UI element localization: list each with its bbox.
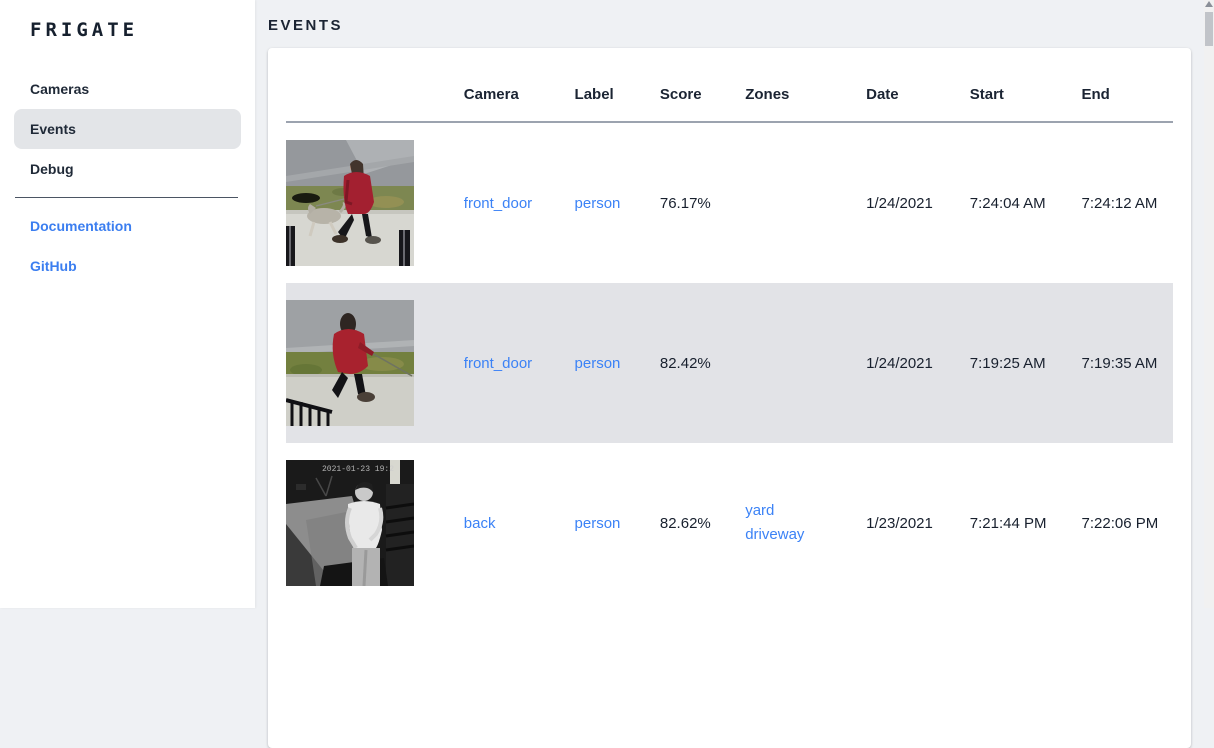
start-time-value: 7:24:04 AM <box>970 195 1046 212</box>
column-header-thumbnail <box>286 48 464 122</box>
column-header-date: Date <box>866 48 970 122</box>
column-header-start: Start <box>970 48 1082 122</box>
label-link[interactable]: person <box>575 195 621 212</box>
label-link[interactable]: person <box>575 355 621 372</box>
score-value: 82.42% <box>660 355 711 372</box>
zones-cell <box>745 283 866 443</box>
sidebar-item-label: Debug <box>30 161 74 177</box>
zone-link[interactable]: driveway <box>745 523 866 547</box>
scroll-up-arrow-icon[interactable] <box>1205 1 1213 7</box>
date-value: 1/24/2021 <box>866 355 933 372</box>
event-thumbnail-cell: 2021-01-23 19:2 <box>286 443 464 603</box>
table-header-row: Camera Label Score Zones Date Start End <box>286 48 1173 122</box>
date-value: 1/24/2021 <box>866 195 933 212</box>
svg-text:2021-01-23 19:2: 2021-01-23 19:2 <box>322 465 394 474</box>
sidebar-item-debug[interactable]: Debug <box>14 149 241 189</box>
column-header-score: Score <box>660 48 745 122</box>
scrollbar-thumb[interactable] <box>1205 12 1213 46</box>
sidebar-link-documentation[interactable]: Documentation <box>14 206 241 246</box>
column-header-zones: Zones <box>745 48 866 122</box>
zone-link[interactable]: yard <box>745 499 866 523</box>
sidebar-divider <box>15 197 238 198</box>
sidebar-item-label: Events <box>30 121 76 137</box>
sidebar-item-events[interactable]: Events <box>14 109 241 149</box>
event-thumbnail-cell <box>286 283 464 443</box>
column-header-end: End <box>1082 48 1174 122</box>
zones-cell <box>745 122 866 283</box>
main-content: EVENTS Camera Label Score Zones Date Sta… <box>255 0 1204 608</box>
event-thumbnail-cell <box>286 122 464 283</box>
zones-cell: yard driveway <box>745 443 866 603</box>
end-time-value: 7:22:06 PM <box>1082 515 1159 532</box>
table-row[interactable]: front_door person 82.42% 1/24/2021 7:19:… <box>286 283 1173 443</box>
events-table: Camera Label Score Zones Date Start End <box>286 48 1173 603</box>
sidebar: FRIGATE Cameras Events Debug Documentati… <box>0 0 255 608</box>
sidebar-link-label: Documentation <box>30 218 132 234</box>
camera-link[interactable]: front_door <box>464 195 532 212</box>
score-value: 82.62% <box>660 515 711 532</box>
sidebar-link-label: GitHub <box>30 258 77 274</box>
scrollbar-track[interactable] <box>1204 0 1214 608</box>
events-card: Camera Label Score Zones Date Start End <box>268 48 1191 748</box>
sidebar-item-cameras[interactable]: Cameras <box>14 69 241 109</box>
table-row[interactable]: front_door person 76.17% 1/24/2021 7:24:… <box>286 122 1173 283</box>
app-logo: FRIGATE <box>0 0 255 41</box>
page-title: EVENTS <box>268 17 1191 34</box>
score-value: 76.17% <box>660 195 711 212</box>
sidebar-link-github[interactable]: GitHub <box>14 246 241 286</box>
end-time-value: 7:24:12 AM <box>1082 195 1158 212</box>
event-thumbnail[interactable] <box>286 300 414 426</box>
event-thumbnail[interactable]: 2021-01-23 19:2 <box>286 460 414 586</box>
start-time-value: 7:21:44 PM <box>970 515 1047 532</box>
label-link[interactable]: person <box>575 515 621 532</box>
camera-link[interactable]: front_door <box>464 355 532 372</box>
end-time-value: 7:19:35 AM <box>1082 355 1158 372</box>
sidebar-item-label: Cameras <box>30 81 89 97</box>
start-time-value: 7:19:25 AM <box>970 355 1046 372</box>
sidebar-nav: Cameras Events Debug Documentation GitHu… <box>0 69 255 286</box>
date-value: 1/23/2021 <box>866 515 933 532</box>
event-thumbnail[interactable] <box>286 140 414 266</box>
column-header-camera: Camera <box>464 48 575 122</box>
column-header-label: Label <box>575 48 660 122</box>
table-row[interactable]: 2021-01-23 19:2 back person 82.62% yard … <box>286 443 1173 603</box>
camera-link[interactable]: back <box>464 515 496 532</box>
